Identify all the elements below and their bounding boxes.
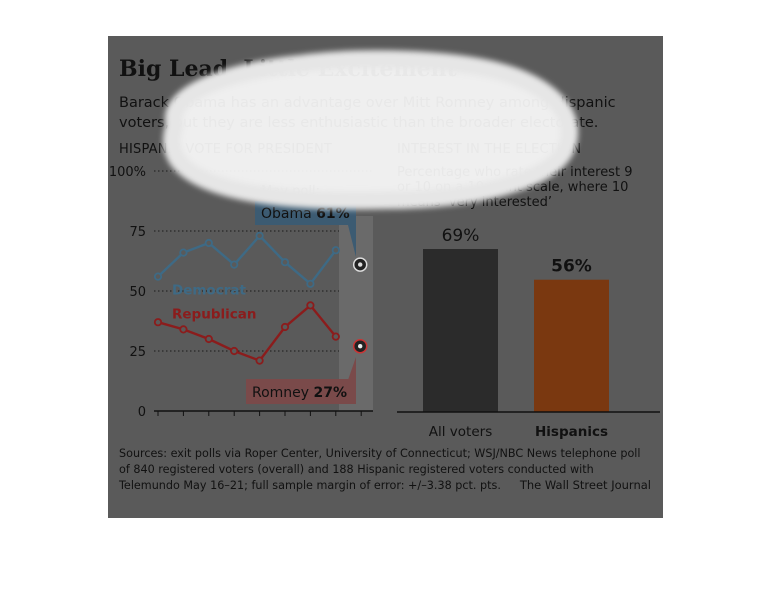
chart-content: Big Lead, Little Excitement Barack Obama…: [108, 36, 663, 518]
bar-chart: 69% All voters 56% Hispanics: [397, 226, 660, 440]
republican-point: [306, 301, 315, 310]
y-tick-label: 100%: [109, 165, 146, 180]
democrat-point: [230, 260, 239, 269]
republican-series-label: Republican: [172, 307, 256, 323]
bar-all-voters: [423, 249, 498, 412]
democrat-point: [153, 272, 163, 281]
bar-value-label: 69%: [442, 226, 480, 246]
y-tick-label: 50: [129, 285, 146, 300]
bar-value-label: 56%: [551, 257, 592, 277]
chart-card: Big Lead, Little Excitement Barack Obama…: [108, 36, 663, 518]
y-tick-label: 0: [138, 405, 146, 420]
obama-callout-label: Obama 61%: [261, 206, 350, 222]
republican-point: [179, 325, 188, 334]
chart-subtitle: Barack Obama has an advantage over Mitt …: [119, 95, 616, 131]
bar-category-label: Hispanics: [535, 424, 608, 440]
chart-title: Big Lead, Little Excitement: [119, 56, 457, 82]
sources-note: Sources: exit polls via Roper Center, Un…: [119, 447, 641, 492]
democrat-point: [280, 258, 290, 267]
democrat-series-label: Democrat: [172, 283, 246, 299]
bar-hispanics: [534, 279, 609, 412]
democrat-point: [255, 231, 264, 240]
republican-point: [280, 322, 290, 332]
republican-point: [331, 332, 340, 341]
republican-point: [204, 334, 213, 344]
bar-category-label: All voters: [429, 424, 492, 440]
romney-callout-label: Romney 27%: [252, 385, 347, 401]
republican-point: [255, 356, 264, 365]
republican-point: [153, 318, 163, 327]
democrat-point: [204, 238, 213, 248]
obama-callout-pointer: [348, 225, 356, 257]
democrat-line: [157, 234, 337, 286]
y-tick-label: 75: [129, 225, 146, 240]
republican-point: [230, 346, 239, 356]
bar-chart-description: Percentage who rate their interest 9 or …: [397, 165, 633, 210]
poll-label: May poll:: [261, 184, 320, 199]
obama-poll-dot: [358, 262, 363, 267]
bar-chart-title: INTEREST IN THE ELECTION: [397, 142, 582, 157]
democrat-point: [179, 248, 188, 257]
y-tick-label: 25: [129, 345, 146, 360]
credit-label: The Wall Street Journal: [519, 478, 651, 492]
romney-callout-pointer: [348, 357, 356, 380]
line-chart-title: HISPANIC VOTE FOR PRESIDENT: [119, 142, 333, 157]
democrat-point: [306, 279, 315, 288]
republican-line: [157, 303, 337, 363]
romney-poll-dot: [358, 344, 363, 349]
democrat-point: [331, 246, 340, 255]
romney-callout-box: [246, 379, 356, 404]
